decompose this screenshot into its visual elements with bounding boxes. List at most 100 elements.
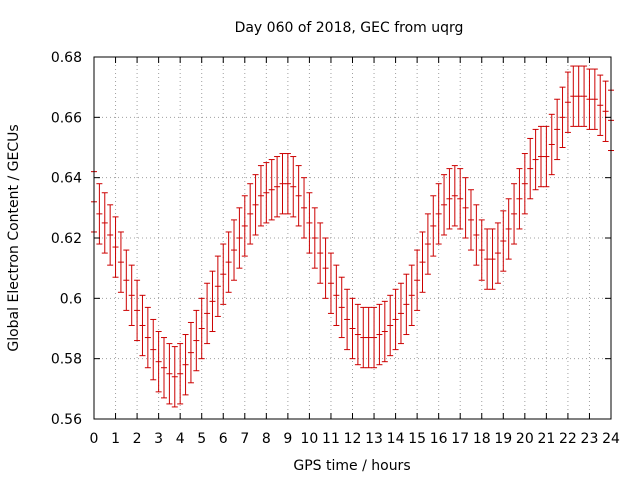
data-point — [128, 264, 135, 326]
data-point — [101, 192, 108, 254]
x-tick-label: 24 — [602, 431, 620, 447]
data-point — [161, 337, 168, 399]
data-point — [430, 195, 437, 257]
data-point — [123, 249, 130, 311]
data-point — [344, 288, 351, 351]
data-point — [408, 264, 415, 326]
data-point — [311, 207, 318, 269]
data-point — [284, 153, 291, 215]
x-tick-label: 21 — [537, 431, 555, 447]
data-point — [354, 303, 361, 366]
x-tick-label: 22 — [559, 431, 577, 447]
data-point — [317, 222, 324, 284]
data-point — [349, 297, 356, 360]
x-tick-label: 15 — [408, 431, 426, 447]
y-tick-label: 0.66 — [51, 110, 82, 126]
data-point — [403, 273, 410, 336]
x-tick-label: 0 — [90, 431, 99, 447]
data-point — [532, 128, 539, 191]
data-point — [597, 74, 604, 136]
data-point — [414, 249, 421, 311]
data-point — [381, 300, 388, 363]
data-point — [274, 156, 281, 218]
data-point — [252, 174, 259, 236]
data-point — [554, 98, 561, 161]
data-point — [602, 80, 609, 142]
data-point — [489, 228, 496, 290]
data-point — [193, 309, 200, 372]
x-tick-label: 23 — [581, 431, 599, 447]
data-point — [387, 294, 394, 357]
data-point — [581, 65, 588, 127]
data-point — [290, 156, 297, 218]
x-tick-label: 7 — [240, 431, 249, 447]
data-point — [322, 237, 329, 299]
x-tick-label: 13 — [365, 431, 383, 447]
data-point — [564, 71, 571, 133]
axis-ticks — [93, 56, 612, 420]
data-point — [225, 231, 232, 293]
data-point — [214, 255, 221, 317]
y-tick-label: 0.6 — [60, 291, 82, 307]
data-point — [96, 183, 103, 245]
x-axis-label: GPS time / hours — [293, 458, 410, 474]
data-point — [301, 177, 308, 239]
data-point — [451, 165, 458, 227]
data-point — [198, 297, 205, 360]
data-point — [155, 331, 162, 393]
data-point — [247, 183, 254, 245]
data-point — [591, 68, 598, 130]
x-tick-label: 14 — [387, 431, 405, 447]
data-point — [134, 279, 141, 342]
data-point — [177, 343, 184, 405]
x-tick-label: 19 — [494, 431, 512, 447]
data-point — [220, 243, 227, 305]
data-point — [338, 276, 345, 339]
data-point — [521, 153, 528, 215]
data-point — [537, 125, 544, 188]
y-tick-label: 0.64 — [51, 171, 82, 187]
data-point — [462, 177, 469, 239]
data-point — [494, 222, 501, 284]
y-tick-label: 0.56 — [51, 412, 82, 428]
data-point — [543, 125, 550, 188]
y-tick-labels: 0.56 0.58 0.6 0.62 0.64 0.66 0.68 — [51, 50, 82, 428]
data-point — [112, 216, 119, 278]
data-point — [457, 168, 464, 230]
data-point — [527, 137, 534, 200]
data-point — [446, 168, 453, 230]
data-point — [171, 346, 178, 408]
data-point — [484, 228, 491, 290]
x-tick-label: 10 — [301, 431, 319, 447]
x-tick-label: 3 — [154, 431, 163, 447]
x-tick-label: 4 — [176, 431, 185, 447]
data-point — [257, 165, 264, 227]
x-tick-label: 5 — [197, 431, 206, 447]
data-point — [360, 306, 367, 369]
x-tick-label: 9 — [283, 431, 292, 447]
x-tick-label: 12 — [344, 431, 362, 447]
data-point — [295, 165, 302, 227]
data-point — [467, 189, 474, 251]
data-point — [516, 168, 523, 230]
data-point — [139, 294, 146, 357]
data-point — [505, 198, 512, 260]
x-tick-label: 20 — [516, 431, 534, 447]
data-point — [424, 213, 431, 275]
x-tick-label: 8 — [262, 431, 271, 447]
data-point — [392, 288, 399, 351]
x-tick-labels: 0 1 2 3 4 5 6 7 8 9 10 11 12 13 14 15 16 17 18 19 20 21 22 23 24 — [90, 431, 620, 447]
data-point — [327, 252, 334, 314]
data-point — [187, 321, 194, 384]
y-axis-label: Global Electron Content / GECUs — [6, 124, 22, 351]
data-point — [268, 159, 275, 221]
data-point — [371, 306, 378, 369]
data-point — [548, 113, 555, 176]
data-point — [478, 219, 485, 281]
grid — [94, 57, 611, 419]
data-point — [182, 334, 189, 396]
data-point — [441, 174, 448, 236]
data-point — [376, 303, 383, 366]
data-point — [333, 264, 340, 326]
data-point — [570, 65, 577, 127]
